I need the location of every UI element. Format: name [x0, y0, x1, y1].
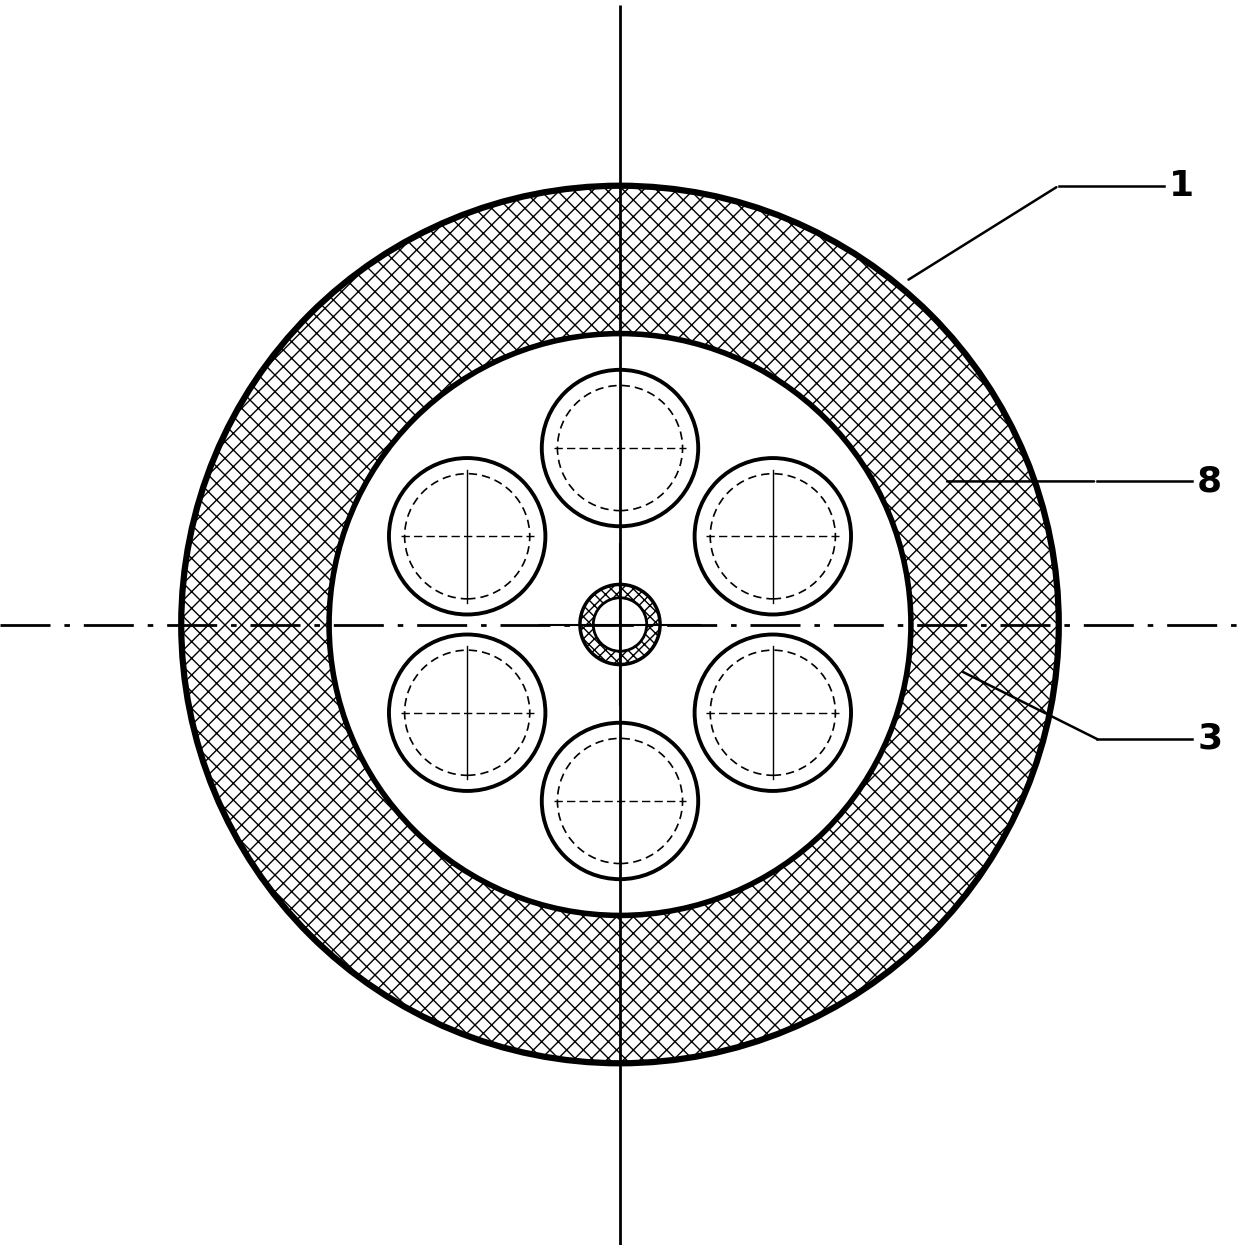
Circle shape	[580, 585, 660, 664]
Circle shape	[389, 634, 546, 791]
Text: 8: 8	[1197, 465, 1223, 498]
Circle shape	[593, 598, 647, 651]
Text: 1: 1	[1168, 169, 1194, 202]
Text: 3: 3	[1197, 722, 1223, 756]
Circle shape	[389, 458, 546, 615]
Circle shape	[181, 186, 1059, 1063]
Circle shape	[329, 333, 911, 916]
Wedge shape	[181, 186, 1059, 1063]
Wedge shape	[580, 585, 660, 664]
Circle shape	[542, 723, 698, 879]
Circle shape	[542, 370, 698, 526]
Circle shape	[694, 458, 851, 615]
Circle shape	[694, 634, 851, 791]
